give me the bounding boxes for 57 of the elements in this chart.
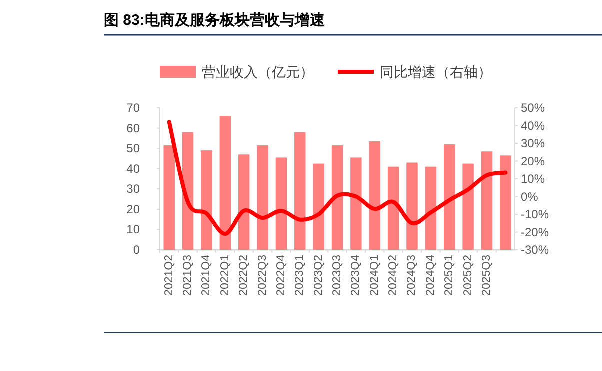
y2-tick-label: 30% xyxy=(521,136,546,150)
y2-tick-label: 10% xyxy=(521,172,546,186)
bar xyxy=(462,164,474,250)
y2-tick-label: 50% xyxy=(521,101,546,115)
x-tick-label: 2023Q4 xyxy=(350,254,362,296)
bar xyxy=(332,146,344,250)
bar xyxy=(444,144,456,250)
chart-title: 图 83:电商及服务板块营收与增速 xyxy=(104,11,326,29)
x-tick-label: 2025Q3 xyxy=(480,255,493,296)
y-tick-label: 60 xyxy=(126,121,140,136)
x-tick-label: 2021Q3 xyxy=(182,255,194,296)
x-tick-label: 2025Q2 xyxy=(462,255,474,296)
y2-tick-label: 40% xyxy=(521,118,546,133)
bar xyxy=(406,162,418,250)
bar xyxy=(369,141,380,250)
y2-tick-label: -10% xyxy=(521,208,550,222)
bar xyxy=(350,158,362,250)
y2-tick-label: -20% xyxy=(521,225,550,240)
x-tick-label: 2023Q1 xyxy=(294,255,306,296)
x-tick-label: 2023Q2 xyxy=(312,255,325,296)
x-tick-label: 2022Q1 xyxy=(219,255,232,296)
bar xyxy=(500,156,512,250)
bar xyxy=(164,146,175,250)
y2-tick-label: 20% xyxy=(521,154,546,168)
bar xyxy=(220,116,231,250)
y-tick-label: 30 xyxy=(126,182,140,196)
y-tick-label: 40 xyxy=(126,162,140,176)
y-tick-label: 70 xyxy=(126,101,140,115)
y2-tick-label: -30% xyxy=(521,243,550,257)
line-series xyxy=(167,120,508,236)
x-tick-label: 2022Q4 xyxy=(275,254,288,296)
bar xyxy=(257,146,268,250)
bar xyxy=(294,132,306,250)
legend-label: 同比增速（右轴） xyxy=(380,64,492,80)
x-tick-label: 2025Q1 xyxy=(444,255,456,296)
legend-label: 营业收入（亿元） xyxy=(202,64,314,80)
bar xyxy=(481,152,493,250)
bar xyxy=(201,150,212,250)
x-tick-label: 2022Q3 xyxy=(256,255,269,296)
x-tick-label: 2021Q2 xyxy=(163,255,176,296)
x-tick-label: 2023Q3 xyxy=(332,255,344,296)
bar xyxy=(425,166,437,250)
bar xyxy=(238,154,250,250)
x-tick-label: 2024Q3 xyxy=(406,255,418,296)
y-tick-label: 50 xyxy=(126,142,140,156)
bar xyxy=(276,158,288,250)
x-tick-label: 2024Q2 xyxy=(388,255,400,296)
x-tick-label: 2024Q1 xyxy=(368,255,381,296)
y-tick-label: 0 xyxy=(133,243,140,257)
y2-tick-label: 0% xyxy=(521,190,539,204)
x-tick-label: 2024Q4 xyxy=(424,254,437,296)
x-tick-label: 2021Q4 xyxy=(200,254,213,296)
x-tick-label: 2022Q2 xyxy=(238,255,250,296)
bar xyxy=(388,166,400,250)
y-tick-label: 10 xyxy=(126,222,140,237)
y-tick-label: 20 xyxy=(126,202,140,216)
bar xyxy=(313,164,324,250)
